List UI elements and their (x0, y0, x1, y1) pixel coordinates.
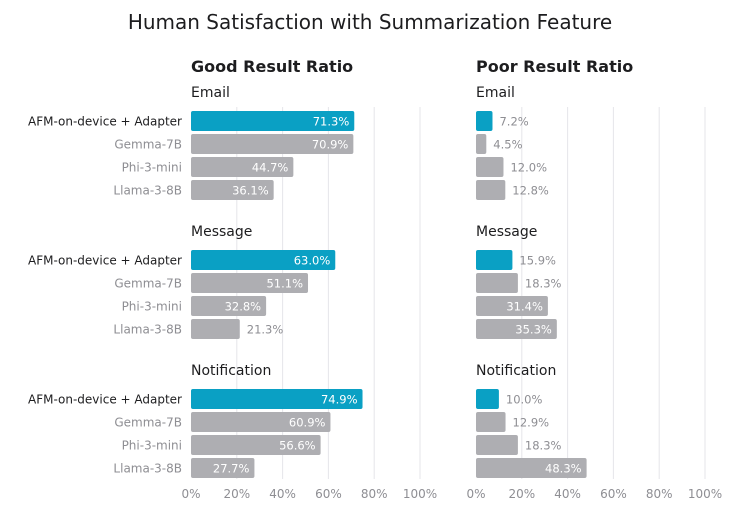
bar-1-2-1 (476, 412, 506, 432)
value-label-1-0-3: 12.8% (512, 184, 549, 198)
bar-0-0-3 (191, 180, 274, 200)
value-label-0-1-2: 32.8% (225, 300, 262, 314)
value-label-0-1-0: 63.0% (294, 254, 331, 268)
tick-label-0-2: 40% (269, 487, 296, 501)
bar-0-0-2 (191, 157, 294, 177)
category-label-2-0: AFM-on-device + Adapter (28, 393, 182, 407)
bar-1-0-1 (476, 134, 487, 154)
bar-0-1-3 (191, 319, 240, 339)
tick-label-1-1: 20% (508, 487, 535, 501)
value-label-0-2-1: 60.9% (289, 416, 326, 430)
value-label-0-2-3: 27.7% (213, 462, 250, 476)
category-label-0-2: Phi-3-mini (122, 161, 182, 175)
value-label-1-1-2: 31.4% (506, 300, 543, 314)
section-title-0-0: Email (191, 85, 230, 101)
tick-label-1-2: 40% (554, 487, 581, 501)
tick-label-1-5: 100% (688, 487, 722, 501)
category-label-1-0: AFM-on-device + Adapter (28, 254, 182, 268)
bar-1-1-1 (476, 273, 518, 293)
bar-0-2-2 (191, 435, 321, 455)
value-label-0-0-2: 44.7% (252, 161, 289, 175)
category-label-0-0: AFM-on-device + Adapter (28, 115, 182, 129)
bar-0-2-0 (191, 389, 363, 409)
category-label-2-3: Llama-3-8B (113, 462, 182, 476)
bar-1-1-0 (476, 250, 513, 270)
value-label-0-1-1: 51.1% (266, 277, 303, 291)
tick-label-1-4: 80% (646, 487, 673, 501)
tick-label-0-1: 20% (223, 487, 250, 501)
section-title-1-2: Notification (476, 363, 556, 379)
value-label-0-0-1: 70.9% (312, 138, 349, 152)
value-label-1-1-0: 15.9% (519, 254, 556, 268)
category-label-1-2: Phi-3-mini (122, 300, 182, 314)
bar-1-0-2 (476, 157, 504, 177)
bar-1-2-2 (476, 435, 518, 455)
bar-0-1-0 (191, 250, 336, 270)
bar-0-0-1 (191, 134, 354, 154)
chart-title: Human Satisfaction with Summarization Fe… (128, 10, 612, 34)
section-title-1-0: Email (476, 85, 515, 101)
value-label-1-2-2: 18.3% (525, 439, 562, 453)
category-label-2-2: Phi-3-mini (122, 439, 182, 453)
bar-0-2-3 (191, 458, 255, 478)
category-label-1-3: Llama-3-8B (113, 323, 182, 337)
value-label-1-1-3: 35.3% (515, 323, 552, 337)
tick-label-0-3: 60% (315, 487, 342, 501)
bar-1-0-0 (476, 111, 493, 131)
value-label-1-0-2: 12.0% (510, 161, 547, 175)
section-title-0-2: Notification (191, 363, 271, 379)
bar-0-1-1 (191, 273, 309, 293)
value-label-0-2-2: 56.6% (279, 439, 316, 453)
bar-0-2-1 (191, 412, 331, 432)
bar-1-2-3 (476, 458, 587, 478)
tick-label-1-0: 0% (466, 487, 485, 501)
value-label-0-0-3: 36.1% (232, 184, 269, 198)
tick-label-1-3: 60% (600, 487, 627, 501)
category-label-0-3: Llama-3-8B (113, 184, 182, 198)
bar-1-1-3 (476, 319, 557, 339)
section-title-0-1: Message (191, 224, 252, 240)
tick-label-0-5: 100% (403, 487, 437, 501)
value-label-1-2-0: 10.0% (506, 393, 543, 407)
category-label-2-1: Gemma-7B (114, 416, 182, 430)
bar-0-0-0 (191, 111, 355, 131)
panel-title-0: Good Result Ratio (191, 57, 353, 76)
bar-1-1-2 (476, 296, 548, 316)
section-title-1-1: Message (476, 224, 537, 240)
tick-label-0-4: 80% (361, 487, 388, 501)
value-label-0-1-3: 21.3% (247, 323, 284, 337)
bar-0-1-2 (191, 296, 267, 316)
value-label-1-1-1: 18.3% (525, 277, 562, 291)
plot-area: Good Result Ratio Email 71.3% AFM-on-device… (28, 57, 722, 501)
value-label-1-0-0: 7.2% (499, 115, 528, 129)
value-label-1-2-3: 48.3% (545, 462, 582, 476)
value-label-0-2-0: 74.9% (321, 393, 358, 407)
value-label-1-0-1: 4.5% (493, 138, 522, 152)
bar-1-0-3 (476, 180, 506, 200)
bar-1-2-0 (476, 389, 499, 409)
value-label-0-0-0: 71.3% (313, 115, 350, 129)
value-label-1-2-1: 12.9% (513, 416, 550, 430)
category-label-0-1: Gemma-7B (114, 138, 182, 152)
tick-label-0-0: 0% (181, 487, 200, 501)
category-label-1-1: Gemma-7B (114, 277, 182, 291)
panel-title-1: Poor Result Ratio (476, 57, 633, 76)
